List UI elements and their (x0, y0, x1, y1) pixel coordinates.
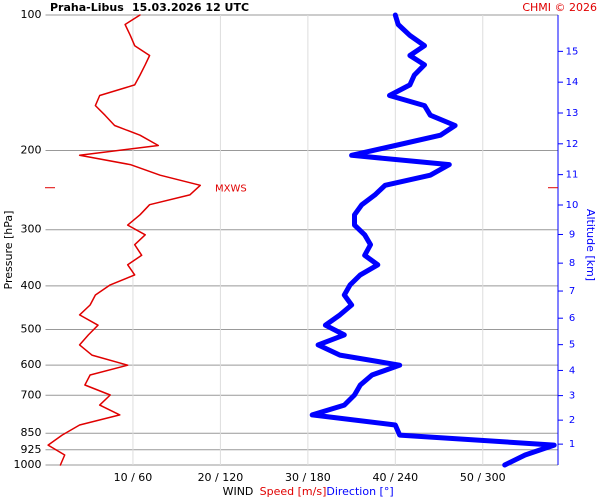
y-tick-label: 500 (21, 323, 42, 336)
station-name: Praha-Libus (50, 1, 124, 14)
y-tick-label: 925 (21, 443, 42, 456)
y-tick-label: 100 (21, 8, 42, 21)
y2-tick-label: 11 (566, 170, 579, 181)
y-tick-label: 700 (21, 388, 42, 401)
y-tick-label: 400 (21, 279, 42, 292)
annotation: MXWS (215, 184, 247, 195)
x-tick-label: 40 / 240 (372, 471, 418, 484)
y2-tick-label: 7 (569, 286, 575, 297)
x-tick-label: 50 / 300 (460, 471, 506, 484)
x-axis-label: WIND (223, 485, 254, 498)
x-tick-label: 20 / 120 (198, 471, 244, 484)
y2-tick-label: 13 (566, 108, 579, 119)
y2-tick-label: 12 (566, 139, 579, 150)
y-tick-label: 200 (21, 143, 42, 156)
y2-tick-label: 8 (569, 258, 575, 269)
y2-tick-label: 6 (569, 313, 575, 324)
y2-tick-label: 9 (569, 229, 575, 240)
y-tick-label: 1000 (14, 458, 42, 471)
y2-axis-label: Altitude [km] (584, 209, 597, 281)
x-tick-label: 30 / 180 (285, 471, 331, 484)
y2-tick-label: 2 (569, 415, 575, 426)
speed-line (47, 14, 202, 466)
y2-tick-label: 1 (569, 439, 575, 450)
y-tick-label: 850 (21, 426, 42, 439)
y2-tick-label: 5 (569, 340, 575, 351)
y2-tick-label: 3 (569, 391, 575, 402)
direction-line (309, 12, 557, 468)
x-tick-label: 10 / 60 (114, 471, 153, 484)
legend-direction: Direction [°] (326, 485, 393, 498)
y2-tick-label: 15 (566, 46, 579, 57)
y-axis-label: Pressure [hPa] (2, 211, 15, 290)
y2-tick-label: 14 (566, 77, 579, 88)
y2-tick-label: 4 (569, 365, 575, 376)
y2-tick-label: 10 (566, 200, 579, 211)
y-tick-label: 600 (21, 358, 42, 371)
credit: CHMI © 2026 (522, 1, 597, 14)
y-tick-label: 300 (21, 223, 42, 236)
legend-speed: Speed [m/s] (260, 485, 327, 498)
sounding-time: 15.03.2026 12 UTC (132, 1, 249, 14)
